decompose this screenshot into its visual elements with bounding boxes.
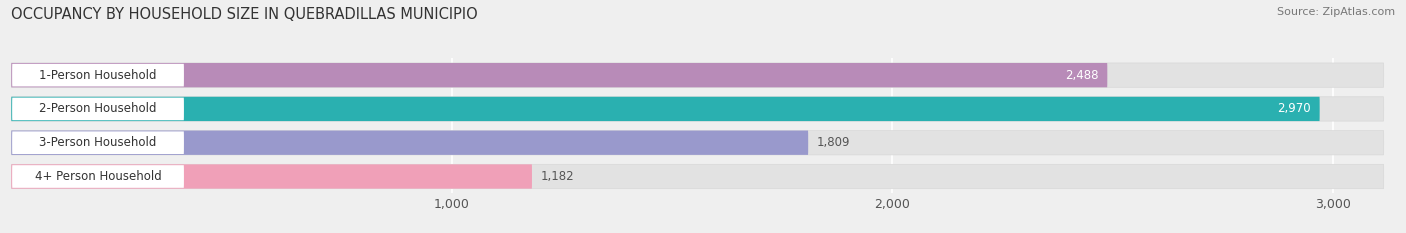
FancyBboxPatch shape <box>13 165 184 188</box>
Text: OCCUPANCY BY HOUSEHOLD SIZE IN QUEBRADILLAS MUNICIPIO: OCCUPANCY BY HOUSEHOLD SIZE IN QUEBRADIL… <box>11 7 478 22</box>
FancyBboxPatch shape <box>11 63 1384 87</box>
FancyBboxPatch shape <box>13 98 184 120</box>
Text: 1-Person Household: 1-Person Household <box>39 69 157 82</box>
FancyBboxPatch shape <box>13 64 184 86</box>
Text: 4+ Person Household: 4+ Person Household <box>35 170 162 183</box>
FancyBboxPatch shape <box>11 130 808 155</box>
Text: 2,970: 2,970 <box>1277 103 1310 115</box>
FancyBboxPatch shape <box>13 131 184 154</box>
Text: 3-Person Household: 3-Person Household <box>39 136 156 149</box>
FancyBboxPatch shape <box>11 97 1320 121</box>
FancyBboxPatch shape <box>11 130 1384 155</box>
FancyBboxPatch shape <box>11 97 1384 121</box>
Text: 2-Person Household: 2-Person Household <box>39 103 157 115</box>
Text: Source: ZipAtlas.com: Source: ZipAtlas.com <box>1277 7 1395 17</box>
FancyBboxPatch shape <box>11 164 531 189</box>
Text: 2,488: 2,488 <box>1064 69 1098 82</box>
FancyBboxPatch shape <box>11 164 1384 189</box>
Text: 1,182: 1,182 <box>541 170 575 183</box>
FancyBboxPatch shape <box>11 63 1108 87</box>
Text: 1,809: 1,809 <box>817 136 851 149</box>
